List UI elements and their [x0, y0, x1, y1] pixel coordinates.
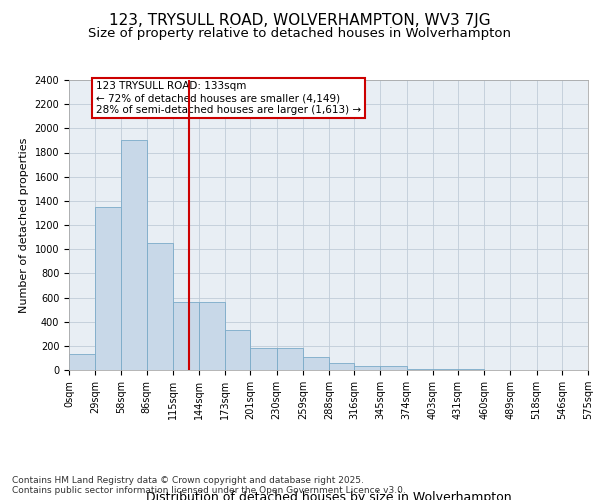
- Bar: [199, 302, 225, 370]
- Y-axis label: Number of detached properties: Number of detached properties: [19, 138, 29, 312]
- Bar: [146, 243, 173, 370]
- Bar: [250, 348, 277, 370]
- Bar: [121, 140, 146, 370]
- Bar: [354, 366, 380, 370]
- Bar: [303, 356, 329, 370]
- Bar: [95, 207, 121, 370]
- Bar: [380, 366, 407, 370]
- Bar: [329, 364, 354, 370]
- Text: 123 TRYSULL ROAD: 133sqm
← 72% of detached houses are smaller (4,149)
28% of sem: 123 TRYSULL ROAD: 133sqm ← 72% of detach…: [96, 82, 361, 114]
- Bar: [277, 348, 303, 370]
- Text: 123, TRYSULL ROAD, WOLVERHAMPTON, WV3 7JG: 123, TRYSULL ROAD, WOLVERHAMPTON, WV3 7J…: [109, 12, 491, 28]
- Bar: [433, 369, 458, 370]
- Text: Size of property relative to detached houses in Wolverhampton: Size of property relative to detached ho…: [89, 28, 511, 40]
- Bar: [173, 302, 199, 370]
- Bar: [407, 369, 433, 370]
- Bar: [69, 354, 95, 370]
- Text: Contains HM Land Registry data © Crown copyright and database right 2025.
Contai: Contains HM Land Registry data © Crown c…: [12, 476, 406, 495]
- X-axis label: Distribution of detached houses by size in Wolverhampton: Distribution of detached houses by size …: [146, 492, 511, 500]
- Bar: [225, 330, 250, 370]
